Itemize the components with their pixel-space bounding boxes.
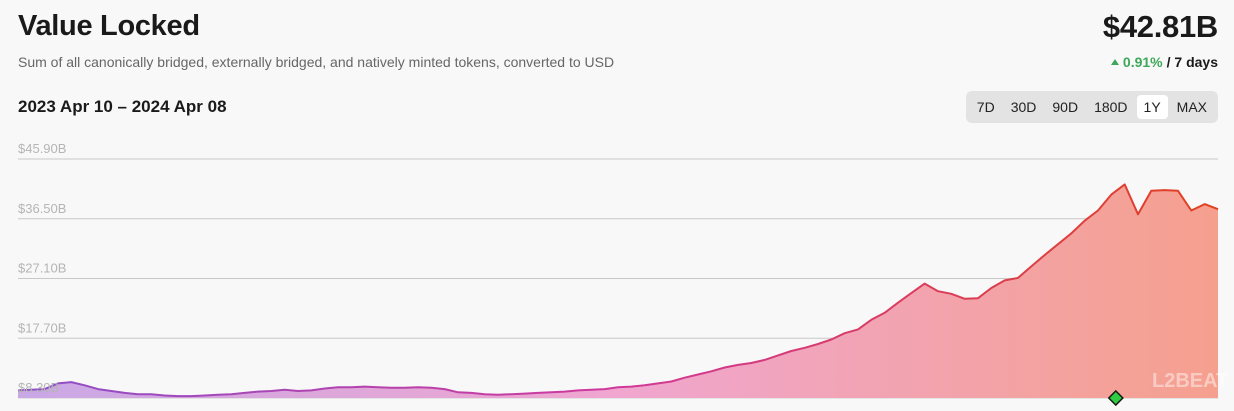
tab-30d[interactable]: 30D [1010, 99, 1037, 115]
tab-180d[interactable]: 180D [1094, 99, 1128, 115]
page-subtitle: Sum of all canonically bridged, external… [18, 54, 615, 70]
total-value: $42.81B [1102, 9, 1218, 44]
tab-7d[interactable]: 7D [976, 99, 995, 115]
watermark-logo: L2BEAT [1152, 370, 1228, 392]
tab-max[interactable]: MAX [1176, 99, 1207, 115]
date-range-label: 2023 Apr 10 – 2024 Apr 08 [18, 97, 227, 116]
change-period: / 7 days [1166, 54, 1218, 70]
y-tick-label: $45.90B [18, 141, 66, 156]
series-area [18, 184, 1218, 398]
tab-1y[interactable]: 1Y [1136, 95, 1168, 119]
y-tick-label: $27.10B [18, 261, 66, 276]
event-marker[interactable] [1107, 389, 1124, 407]
marker-diamond [1107, 389, 1124, 407]
change-percent: 0.91% [1122, 54, 1163, 70]
arrow-up-icon [1110, 59, 1119, 65]
y-tick-label: $36.50B [18, 201, 66, 216]
y-tick-labels: $8.30B $17.70B $27.10B $36.50B $45.90B [18, 141, 66, 395]
y-tick-label: $17.70B [18, 320, 66, 335]
value-change: 0.91% / 7 days [1110, 54, 1218, 70]
y-tick-label: $8.30B [18, 380, 59, 395]
tab-90d[interactable]: 90D [1052, 99, 1079, 115]
time-range-tabs: 7D 30D 90D 180D 1Y MAX [965, 91, 1218, 123]
change-positive: 0.91% [1110, 54, 1163, 70]
series-line [17, 183, 1219, 398]
page-title: Value Locked [18, 10, 200, 42]
